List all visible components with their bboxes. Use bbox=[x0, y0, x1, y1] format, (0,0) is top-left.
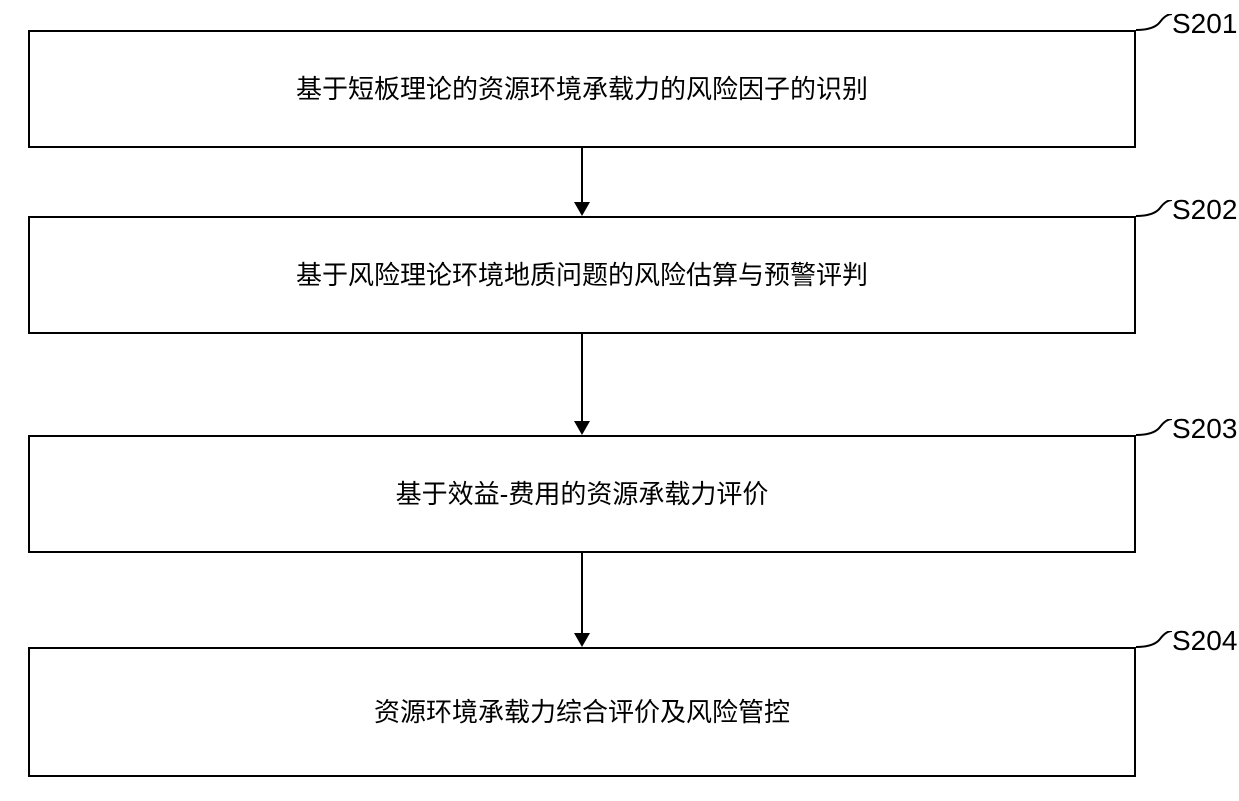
step-label-s202: S202 bbox=[1172, 194, 1237, 226]
step-box-s202: 基于风险理论环境地质问题的风险估算与预警评判 bbox=[28, 216, 1136, 334]
step-box-s204: 资源环境承载力综合评价及风险管控 bbox=[28, 647, 1136, 777]
step-label-s203: S203 bbox=[1172, 413, 1237, 445]
label-connector-s202 bbox=[1136, 200, 1176, 228]
step-text-s201: 基于短板理论的资源环境承载力的风险因子的识别 bbox=[296, 71, 868, 107]
step-text-s202: 基于风险理论环境地质问题的风险估算与预警评判 bbox=[296, 257, 868, 293]
step-label-s201: S201 bbox=[1172, 8, 1237, 40]
label-connector-s203 bbox=[1136, 419, 1176, 447]
step-box-s201: 基于短板理论的资源环境承载力的风险因子的识别 bbox=[28, 30, 1136, 148]
flowchart-canvas: 基于短板理论的资源环境承载力的风险因子的识别 S201 基于风险理论环境地质问题… bbox=[0, 0, 1239, 801]
step-text-s204: 资源环境承载力综合评价及风险管控 bbox=[374, 694, 790, 730]
step-box-s203: 基于效益-费用的资源承载力评价 bbox=[28, 435, 1136, 553]
step-text-s203: 基于效益-费用的资源承载力评价 bbox=[396, 476, 769, 512]
step-label-s204: S204 bbox=[1172, 625, 1237, 657]
label-connector-s204 bbox=[1136, 631, 1176, 659]
label-connector-s201 bbox=[1136, 14, 1176, 42]
